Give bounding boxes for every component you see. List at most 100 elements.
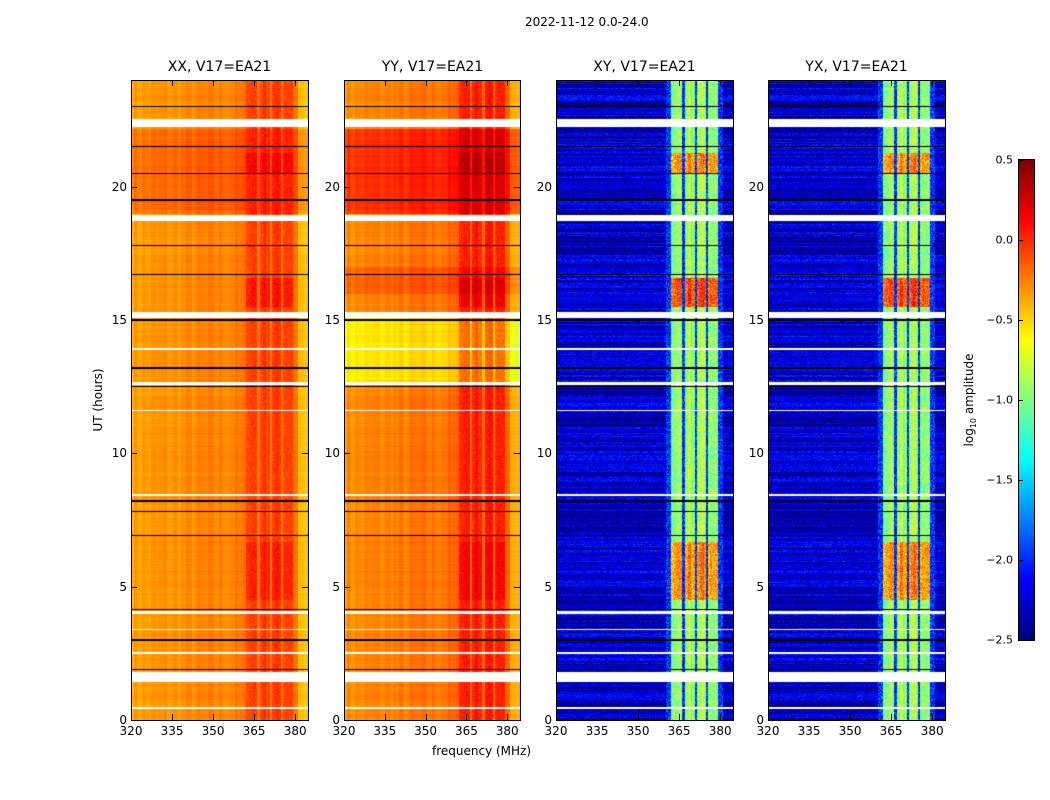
colorbar [1019, 160, 1034, 640]
x-tick-mark [638, 80, 640, 86]
y-tick-mark [302, 320, 308, 321]
y-tick-mark [344, 320, 350, 321]
x-tick-label: 380 [708, 724, 732, 738]
y-tick-label: 5 [332, 579, 340, 594]
y-tick-label: 20 [536, 179, 552, 194]
x-tick-mark [213, 80, 215, 86]
y-tick-label: 15 [324, 313, 340, 327]
x-tick-mark [597, 714, 599, 720]
x-tick-label: 380 [920, 724, 944, 738]
x-tick-label: 335 [373, 724, 397, 738]
colorbar-tick-label: −1.0 [986, 393, 1013, 407]
x-tick-label: 350 [626, 724, 650, 738]
colorbar-frame [1018, 159, 1035, 641]
y-tick-mark [131, 720, 137, 721]
x-tick-mark [172, 714, 174, 720]
x-tick-label: 320 [544, 724, 568, 738]
x-tick-mark [556, 80, 557, 86]
x-tick-mark [344, 714, 345, 720]
y-tick-mark [131, 453, 137, 455]
y-tick-mark [131, 320, 137, 321]
x-tick-mark [891, 714, 893, 720]
colorbar-tick-mark [1019, 560, 1023, 561]
y-tick-label: 15 [748, 313, 764, 327]
y-tick-label: 0 [544, 713, 552, 727]
y-tick-label: 5 [756, 579, 764, 594]
x-tick-mark [344, 80, 345, 86]
y-tick-mark [768, 186, 774, 188]
heatmap-xy [556, 80, 733, 720]
y-tick-mark [727, 586, 733, 588]
x-tick-mark [679, 80, 681, 86]
y-tick-mark [344, 186, 350, 188]
x-tick-mark [768, 80, 769, 86]
x-tick-mark [597, 80, 599, 86]
heatmap-yx [768, 80, 945, 720]
axes-frame-2 [556, 80, 734, 721]
y-tick-mark [514, 586, 520, 588]
x-tick-mark [850, 714, 852, 720]
x-tick-mark [254, 80, 256, 86]
y-tick-label: 10 [111, 446, 127, 461]
y-tick-mark [131, 186, 137, 188]
colorbar-tick-mark [1019, 480, 1023, 481]
y-tick-mark [514, 186, 520, 188]
colorbar-tick-label: 0.0 [995, 233, 1014, 247]
x-tick-mark [809, 80, 811, 86]
x-tick-mark [425, 714, 427, 720]
y-tick-mark [939, 320, 945, 321]
y-tick-mark [302, 586, 308, 588]
y-axis-label: UT (hours) [91, 368, 105, 432]
y-tick-mark [939, 186, 945, 188]
colorbar-tick-label: −1.5 [986, 473, 1013, 487]
y-tick-mark [768, 453, 774, 455]
x-tick-mark [466, 80, 468, 86]
y-tick-mark [556, 586, 562, 588]
x-tick-label: 380 [283, 724, 307, 738]
y-tick-mark [556, 453, 562, 455]
y-tick-label: 15 [111, 313, 127, 327]
x-axis-label: frequency (MHz) [432, 744, 532, 758]
y-tick-mark [768, 720, 774, 721]
x-tick-mark [932, 80, 934, 86]
x-tick-mark [254, 714, 256, 720]
y-tick-mark [556, 186, 562, 188]
x-tick-label: 380 [495, 724, 519, 738]
y-tick-label: 10 [536, 446, 552, 461]
x-tick-mark [425, 80, 427, 86]
y-tick-label: 20 [111, 179, 127, 194]
x-tick-label: 320 [756, 724, 780, 738]
x-tick-label: 365 [667, 724, 691, 738]
x-tick-label: 320 [332, 724, 356, 738]
suptitle: 2022-11-12 0.0-24.0 [525, 15, 649, 29]
y-tick-mark [727, 453, 733, 455]
colorbar-tick-label: −0.5 [986, 313, 1013, 327]
panel-title-xy: XY, V17=EA21 [593, 59, 696, 75]
y-tick-label: 5 [119, 579, 127, 594]
y-tick-mark [556, 720, 562, 721]
y-tick-mark [939, 720, 945, 721]
colorbar-tick-label: −2.5 [986, 633, 1013, 647]
y-tick-mark [344, 453, 350, 455]
x-tick-label: 365 [242, 724, 266, 738]
y-tick-label: 5 [544, 579, 552, 594]
y-tick-label: 10 [324, 446, 340, 461]
x-tick-label: 365 [879, 724, 903, 738]
colorbar-tick-mark [1019, 400, 1023, 401]
x-tick-mark [213, 714, 215, 720]
x-tick-mark [556, 714, 557, 720]
x-tick-mark [131, 80, 132, 86]
x-tick-mark [295, 714, 297, 720]
colorbar-tick-mark [1019, 640, 1023, 641]
y-tick-mark [939, 453, 945, 455]
y-tick-mark [727, 320, 733, 321]
x-tick-mark [891, 80, 893, 86]
x-tick-mark [720, 80, 722, 86]
y-tick-label: 20 [324, 179, 340, 194]
y-tick-label: 0 [119, 713, 127, 727]
colorbar-tick-mark [1019, 240, 1023, 241]
x-tick-label: 350 [414, 724, 438, 738]
x-tick-mark [384, 714, 386, 720]
y-tick-mark [514, 320, 520, 321]
